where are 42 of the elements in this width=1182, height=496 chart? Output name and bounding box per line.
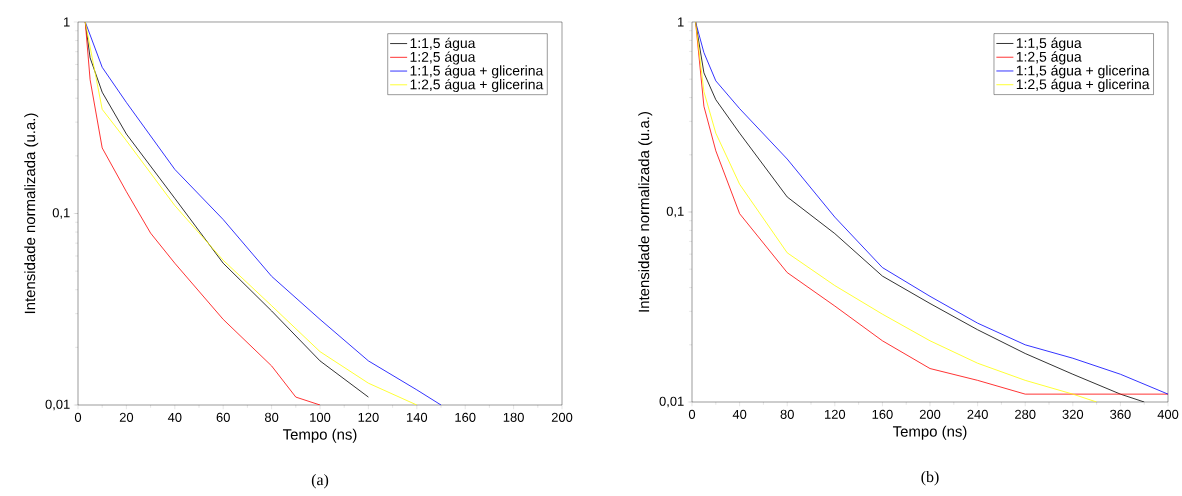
- x-tick-label: 140: [406, 412, 428, 422]
- x-tick-label: 80: [264, 412, 279, 422]
- y-tick-label: 0,1: [666, 206, 684, 218]
- x-tick-label: 40: [167, 412, 182, 422]
- y-tick-label: 0,01: [45, 399, 70, 411]
- legend-label: 1:2,5 água + glicerina: [1016, 78, 1150, 92]
- x-tick-label: 120: [358, 412, 379, 422]
- y-tick-label: 1: [678, 17, 684, 27]
- x-tick-label: 200: [551, 412, 573, 422]
- x-tick-label: 100: [310, 412, 331, 422]
- y-tick-label: 1: [64, 17, 70, 27]
- text: (b): [921, 470, 939, 486]
- x-axis-title: Tempo (ns): [282, 428, 357, 443]
- x-tick-label: 160: [455, 412, 476, 422]
- x-tick-label: 20: [119, 412, 134, 422]
- y-axis-title: Intensidade normalizada (u.a.): [24, 113, 39, 314]
- x-tick-label: 280: [1015, 409, 1036, 419]
- x-tick-label: 40: [732, 409, 747, 419]
- y-tick-label: 0,1: [52, 208, 70, 219]
- x-tick-label: 180: [503, 412, 524, 422]
- x-tick-label: 80: [780, 409, 794, 419]
- x-tick-label: 60: [216, 412, 230, 422]
- legend-label: 1:2,5 água: [410, 51, 476, 65]
- x-tick-label: 120: [824, 409, 846, 419]
- x-tick-label: 160: [872, 409, 893, 419]
- legend-label: 1:1,5 água: [410, 37, 476, 51]
- x-tick-label: 320: [1062, 409, 1084, 419]
- legend-label: 1:1,5 água: [1016, 37, 1082, 51]
- y-tick-label: 0,01: [659, 396, 684, 408]
- legend-label: 1:1,5 água + glicerina: [410, 65, 544, 79]
- legend-label: 1:2,5 água + glicerina: [410, 78, 544, 93]
- x-tick-label: 360: [1110, 409, 1131, 419]
- x-axis-title: Tempo (ns): [892, 425, 967, 440]
- legend-label: 1:2,5 água: [1016, 51, 1082, 65]
- x-tick-label: 240: [967, 409, 988, 419]
- legend-label: 1:1,5 água + glicerina: [1016, 65, 1150, 79]
- text: (a): [311, 473, 329, 489]
- x-tick-label: 200: [919, 409, 941, 419]
- y-axis-title: Intensidade normalizada (u.a.): [638, 112, 653, 312]
- x-tick-label: 0: [74, 412, 82, 422]
- x-tick-label: 400: [1157, 409, 1179, 419]
- x-tick-label: 0: [688, 409, 696, 419]
